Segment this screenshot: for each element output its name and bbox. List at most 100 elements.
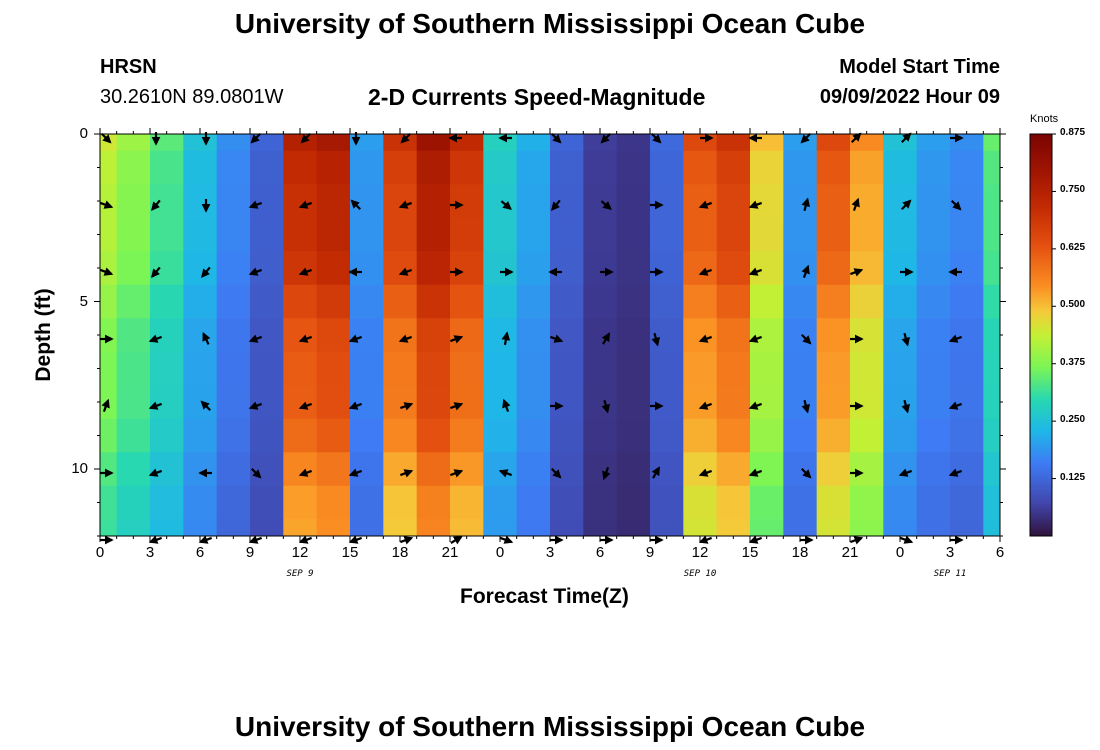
heatmap-cell — [883, 418, 918, 453]
current-vector-arrow — [399, 536, 414, 545]
heatmap-cell — [616, 217, 651, 252]
heatmap-cell — [683, 217, 718, 252]
heatmap-cell — [283, 217, 318, 252]
heatmap-cell — [450, 318, 484, 353]
heatmap-cell — [683, 452, 718, 487]
current-vector-arrow — [698, 334, 713, 343]
heatmap-cell — [483, 318, 518, 353]
x-tick-label: 6 — [995, 544, 1005, 561]
heatmap-cell — [416, 385, 451, 420]
heatmap-cell — [783, 284, 818, 319]
heatmap-cell — [783, 418, 818, 453]
heatmap-cell — [216, 351, 251, 386]
x-tick-label: 21 — [441, 544, 459, 561]
heatmap-cell — [550, 318, 584, 353]
heatmap-cell — [583, 318, 618, 353]
heatmap-cell — [316, 519, 351, 537]
current-vector-arrow — [901, 399, 910, 414]
heatmap-cell — [350, 452, 384, 487]
heatmap-cell — [816, 351, 851, 386]
heatmap-cell — [416, 519, 451, 537]
heatmap-cell — [150, 284, 184, 319]
heatmap-cell — [950, 418, 984, 453]
heatmap-cell — [383, 318, 418, 353]
heatmap-cell — [650, 284, 684, 319]
station-coordinates: 30.2610N 89.0801W — [100, 86, 284, 108]
heatmap-cell — [216, 318, 251, 353]
model-start-time: 09/09/2022 Hour 09 — [819, 86, 1000, 108]
heatmap-cell — [983, 251, 1001, 286]
current-vector-arrow — [850, 132, 862, 144]
current-vector-arrow — [248, 334, 263, 343]
heatmap-cell — [716, 217, 751, 252]
heatmap-cell — [683, 251, 718, 286]
heatmap-cell — [383, 485, 418, 520]
heatmap-cell — [483, 385, 518, 420]
heatmap-cell — [916, 418, 951, 453]
heatmap-cell — [816, 485, 851, 520]
heatmap-cell — [516, 150, 551, 185]
current-vector-arrow — [148, 334, 163, 343]
heatmap-cell — [183, 284, 218, 319]
heatmap-cell — [250, 519, 284, 537]
heatmap-cell — [850, 351, 884, 386]
current-vector-arrow — [148, 468, 163, 477]
colorbar-tick-label: 0.625 — [1060, 241, 1086, 253]
heatmap-cell — [283, 485, 318, 520]
heatmap-cell — [216, 184, 251, 219]
heatmap-cell — [750, 134, 784, 152]
heatmap-cell — [916, 284, 951, 319]
heatmap-cell — [450, 452, 484, 487]
heatmap-cell — [150, 217, 184, 252]
current-vector-arrow — [298, 468, 313, 477]
heatmap-cell — [716, 385, 751, 420]
day-label: SEP 9 — [286, 569, 314, 579]
heatmap-cell — [883, 318, 918, 353]
heatmap-cell — [716, 134, 751, 152]
heatmap-cell — [216, 418, 251, 453]
heatmap-cell — [350, 150, 384, 185]
current-vector-arrow — [800, 467, 812, 479]
heatmap-cell — [250, 452, 284, 487]
heatmap-cell — [816, 217, 851, 252]
heatmap-cell — [783, 251, 818, 286]
current-vector-arrow — [348, 468, 363, 477]
heatmap-cell — [916, 251, 951, 286]
current-vector-arrow — [398, 334, 413, 343]
heatmap-cell — [716, 519, 751, 537]
heatmap-cell — [350, 385, 384, 420]
heatmap-cell — [183, 485, 218, 520]
chart-title: University of Southern Mississippi Ocean… — [234, 8, 866, 39]
heatmap-cell — [583, 418, 618, 453]
heatmap-cell — [950, 519, 984, 537]
heatmap-cell — [750, 351, 784, 386]
heatmap-cell — [583, 351, 618, 386]
x-tick-label: 3 — [145, 544, 155, 561]
heatmap-cell — [483, 184, 518, 219]
heatmap-cell — [650, 351, 684, 386]
current-vector-arrow — [350, 199, 362, 211]
heatmap-cell — [350, 485, 384, 520]
heatmap-cell — [916, 134, 951, 152]
heatmap-cell — [850, 284, 884, 319]
heatmap-cell — [316, 418, 351, 453]
heatmap-cell — [850, 217, 884, 252]
heatmap-cell — [883, 385, 918, 420]
current-vector-arrow — [298, 200, 313, 209]
heatmap-cell — [716, 351, 751, 386]
heatmap-cell — [383, 351, 418, 386]
heatmap-cell — [683, 418, 718, 453]
heatmap-cell — [583, 452, 618, 487]
current-vector-arrow — [851, 197, 860, 212]
x-tick-label: 18 — [791, 544, 809, 561]
current-vector-arrow — [400, 132, 412, 144]
heatmap-cell — [250, 150, 284, 185]
heatmap-cell — [450, 217, 484, 252]
heatmap-cell — [716, 184, 751, 219]
x-tick-label: 0 — [95, 544, 105, 561]
heatmap-cell — [583, 385, 618, 420]
heatmap-cell — [683, 284, 718, 319]
x-tick-label: 21 — [841, 544, 859, 561]
heatmap-cell — [750, 217, 784, 252]
heatmap-cell — [716, 452, 751, 487]
